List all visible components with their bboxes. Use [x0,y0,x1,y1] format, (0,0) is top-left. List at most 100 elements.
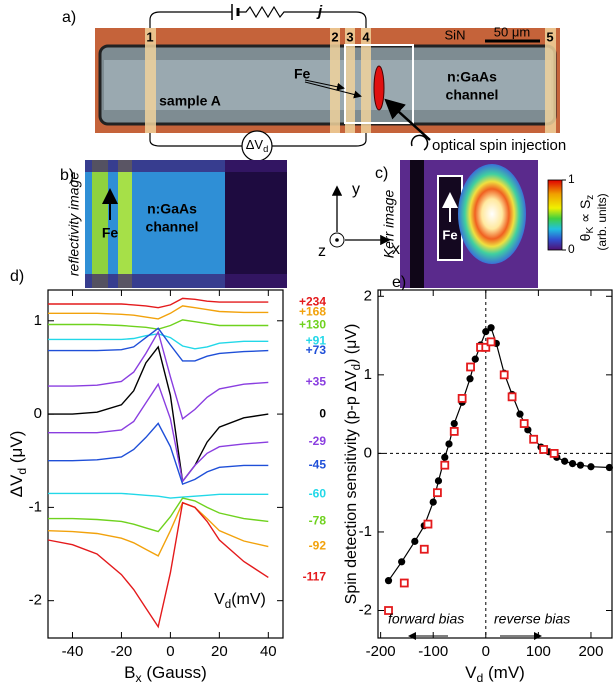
dot-marker [434,477,443,485]
trace [48,422,269,486]
channel-label: n:GaAs [147,201,197,217]
dot-marker [561,457,569,465]
voltage-label: ΔVd [246,137,269,154]
square-marker [466,362,475,372]
kerr-window [344,44,414,124]
dot-marker [471,355,479,363]
dot-marker [429,498,437,506]
square-marker [507,392,517,402]
square-marker [423,519,433,529]
trace-label: +73 [306,343,327,357]
colorbar [547,179,563,251]
square-marker [549,448,559,458]
trace-label: +130 [299,318,326,332]
trace [48,382,269,483]
trace-label: -92 [309,539,327,553]
colorbar-title: θK ∝ Sz [577,195,596,242]
text-part: (Gauss) [142,663,207,682]
square-marker [384,606,393,615]
excitation-label: optical spin injection [432,137,566,154]
x-tick-label: 20 [211,643,228,660]
trace-label: -45 [309,458,327,472]
text-part: z [585,195,596,200]
trace [47,501,269,629]
square-marker [486,337,496,347]
contact-label: 3 [346,29,353,44]
y-tick-label: 2 [364,287,372,304]
square-marker [433,488,442,498]
connector [388,326,610,582]
sample-label: sample A [159,93,221,109]
dot-marker [450,419,458,428]
x-tick-label: -200 [366,643,396,660]
panel-a: a) 1 2 3 4 5 j SiN 50 μm Fe n:GaAs chann… [62,3,566,162]
axes-key: y z x [318,181,400,260]
trace-label: +234 [299,294,326,308]
text-part: ) (μV) [343,324,360,364]
trace-label: -60 [309,486,327,500]
x-tick-label: 200 [578,643,603,660]
x-tick-label: -100 [418,643,448,660]
trace [48,492,269,499]
contact [361,28,371,133]
trace-label: -78 [309,514,327,528]
contact-label: 2 [331,29,338,44]
text-part: d [476,671,483,685]
dot-marker [524,426,532,434]
pointer [304,81,362,99]
x-tick-label: -20 [111,643,133,660]
square-marker [519,419,529,428]
text-part: V [465,663,477,682]
contact-label: 1 [146,29,153,44]
trace [48,305,269,320]
substrate-label: SiN [445,27,466,42]
fe-label: Fe [294,66,311,82]
x-tick-label: 0 [482,643,490,660]
trace-label: -117 [303,570,327,584]
z-axis [329,232,345,248]
dot-marker [576,461,585,469]
trace [47,501,269,557]
laser-spot [373,65,385,111]
x-axis-label: Bx (Gauss) [124,663,207,685]
panel-b: b) reflectivity image Fe n:GaAs channel [60,160,287,288]
square-marker [457,394,467,403]
plot-frame [47,289,284,639]
colorbar-tick-label: 1 [568,172,575,186]
edge-region [85,274,287,288]
fe-label: Fe [102,225,119,241]
trace [48,327,269,362]
axis-name: y [352,181,360,198]
dot-marker [398,558,406,566]
y-tick-label: -2 [359,601,372,618]
y-tick-label: 1 [364,366,372,383]
edge-region [85,160,287,172]
fe-label: Fe [442,227,457,242]
scale-label: 50 μm [494,24,530,39]
text-part: ΔV [246,137,264,152]
text-part: θ [577,233,593,241]
square-marker [499,370,509,380]
z-axis [335,238,339,242]
contact-region [410,160,424,288]
voltage-circuit [149,133,367,147]
axis-name: z [318,243,326,260]
dot-marker [568,460,577,468]
trace [48,297,269,309]
text-part: B [124,663,135,682]
contact [330,28,340,133]
axis-name: x [392,241,400,258]
text-part: d [351,364,363,370]
channel-label: channel [446,87,499,103]
x-tick-label: -40 [62,643,84,660]
x-axis-label: Vd (mV) [465,663,525,685]
current-circuit [149,5,367,28]
colorbar-tick-label: 0 [568,242,575,256]
plot-frame [377,289,613,639]
square-marker [399,578,409,588]
dot-marker [482,328,490,336]
laser-arrow [384,98,431,141]
dot-marker [516,410,524,418]
dot-marker [445,440,453,448]
dot-marker [411,537,419,545]
